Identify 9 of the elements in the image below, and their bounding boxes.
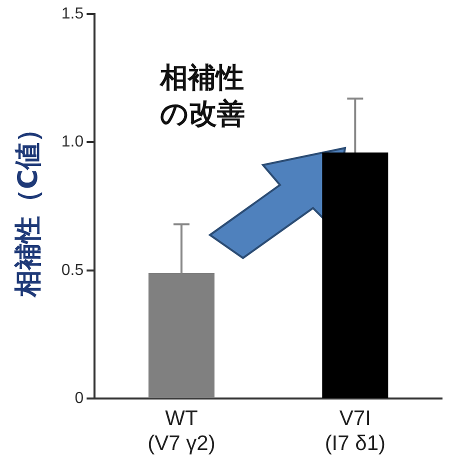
annotation: の改善	[160, 97, 245, 130]
y-axis-title: 相補性（C値）	[13, 115, 44, 298]
y-tick-label: 1.5	[61, 5, 84, 22]
x-tick-label: V7I (I7 δ1)	[324, 406, 386, 456]
annotation: 相補性	[160, 61, 244, 94]
y-tick-label: 0	[74, 390, 84, 408]
y-tick-label: 1.0	[61, 134, 84, 151]
y-tick-label: 0.5	[61, 262, 84, 279]
x-tick-label: WT (V7 γ2)	[148, 406, 216, 456]
